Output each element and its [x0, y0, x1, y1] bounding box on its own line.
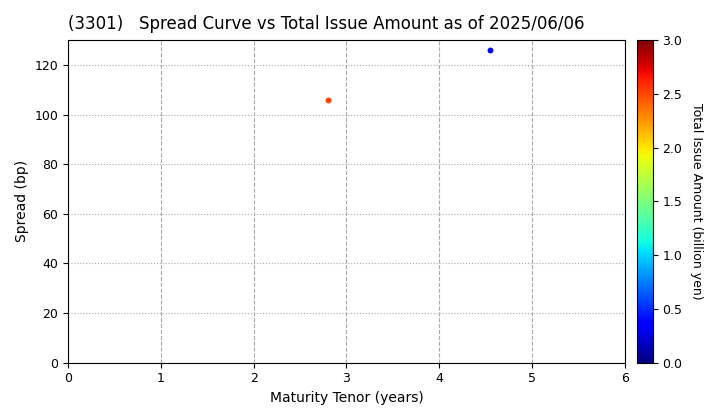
Text: (3301)   Spread Curve vs Total Issue Amount as of 2025/06/06: (3301) Spread Curve vs Total Issue Amoun…: [68, 15, 585, 33]
Y-axis label: Spread (bp): Spread (bp): [15, 160, 29, 242]
Point: [485, 47, 496, 53]
Point: [322, 96, 333, 103]
X-axis label: Maturity Tenor (years): Maturity Tenor (years): [269, 391, 423, 405]
Y-axis label: Total Issue Amount (billion yen): Total Issue Amount (billion yen): [690, 103, 703, 300]
